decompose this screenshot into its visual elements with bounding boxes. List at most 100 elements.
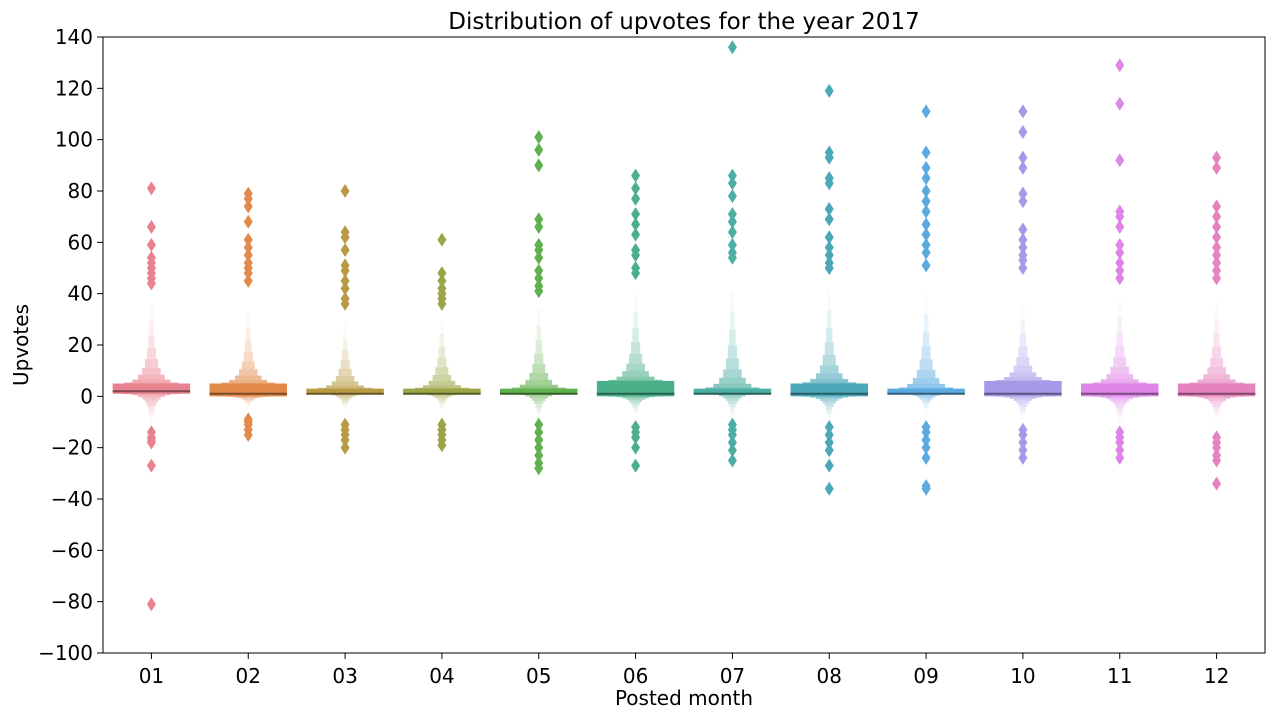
outlier-point [534, 130, 544, 145]
month-04-boxen [403, 232, 481, 453]
outlier-point [631, 227, 641, 242]
outlier-point [1115, 219, 1125, 234]
y-tick-label: 40 [68, 282, 93, 306]
x-tick-label: 08 [817, 664, 842, 688]
outlier-point [824, 427, 834, 442]
outlier-point [340, 273, 350, 288]
outlier-point [921, 145, 931, 160]
central-box [596, 380, 675, 397]
outlier-point [340, 296, 350, 311]
outlier-point [1212, 476, 1222, 491]
outlier-point [243, 232, 253, 247]
outlier-point [243, 214, 253, 229]
outlier-point [1212, 263, 1222, 278]
outlier-point [1018, 160, 1028, 175]
outlier-point [1115, 237, 1125, 252]
central-box [500, 388, 578, 394]
outlier-point [727, 176, 737, 191]
outlier-point [146, 458, 156, 473]
outlier-point [1212, 209, 1222, 224]
outlier-point [727, 40, 737, 55]
outlier-point [1018, 240, 1028, 255]
outlier-point [921, 184, 931, 198]
outlier-point [824, 248, 834, 263]
outlier-point [1018, 104, 1028, 119]
outlier-point [1212, 160, 1222, 175]
month-10-boxen [984, 104, 1062, 465]
outlier-point [437, 296, 447, 311]
central-box [887, 388, 965, 394]
outlier-point [243, 240, 253, 255]
outlier-point [1115, 443, 1125, 458]
outlier-point [824, 212, 834, 227]
outlier-point [824, 176, 834, 191]
outlier-point [1212, 440, 1222, 455]
outlier-point [631, 430, 641, 445]
outlier-point [437, 232, 447, 247]
x-axis-label: Posted month [615, 686, 753, 710]
outlier-point [534, 250, 544, 265]
outlier-point [631, 440, 641, 455]
month-07-boxen [693, 40, 772, 468]
y-tick-label: 100 [55, 128, 93, 152]
outlier-point [146, 435, 156, 450]
outlier-point [1115, 209, 1125, 224]
outlier-point [1018, 186, 1028, 201]
x-tick-label: 09 [913, 664, 938, 688]
outlier-point [824, 261, 834, 275]
outlier-point [534, 263, 544, 278]
outlier-point [534, 448, 544, 463]
outlier-point [146, 181, 156, 196]
outlier-point [1018, 435, 1028, 450]
outlier-point [921, 425, 931, 440]
central-box [693, 388, 772, 394]
outlier-point [727, 453, 737, 468]
outlier-point [1018, 450, 1028, 465]
outlier-point [340, 281, 350, 296]
outlier-point [631, 191, 641, 206]
y-tick-label: −80 [51, 590, 93, 614]
outlier-point [1115, 450, 1125, 465]
outlier-point [1212, 453, 1222, 468]
outlier-point [534, 243, 544, 258]
x-tick-label: 01 [139, 664, 164, 688]
outlier-point [243, 248, 253, 263]
outlier-point [1115, 263, 1125, 278]
outlier-point [534, 440, 544, 455]
outlier-point [534, 425, 544, 440]
y-axis: −100 −80 −60 −40 −20 0 20 40 60 80 100 120 140 [38, 25, 103, 665]
central-box [403, 388, 481, 394]
outlier-point [921, 481, 931, 496]
outlier-point [534, 461, 544, 476]
outlier-point [534, 432, 544, 447]
outlier-point [1212, 271, 1222, 286]
month-12-boxen [1177, 150, 1256, 491]
outlier-point [534, 212, 544, 227]
y-tick-label: 0 [80, 384, 93, 408]
outlier-point [727, 214, 737, 229]
outlier-point [1212, 199, 1222, 214]
y-tick-label: 140 [55, 25, 93, 49]
y-tick-label: −20 [51, 436, 93, 460]
y-tick-label: −40 [51, 487, 93, 511]
outlier-point [1018, 194, 1028, 209]
outlier-point [340, 440, 350, 455]
y-tick-label: 120 [55, 76, 93, 100]
outlier-point [824, 458, 834, 473]
outlier-point [243, 199, 253, 214]
outlier-point [534, 271, 544, 286]
y-axis-label: Upvotes [9, 304, 33, 386]
plot-area [112, 40, 1256, 612]
outlier-point [1115, 153, 1125, 168]
outlier-point [921, 237, 931, 252]
outlier-point [1212, 150, 1222, 165]
x-tick-label: 10 [1010, 664, 1035, 688]
outlier-point [146, 597, 156, 612]
outlier-point [631, 181, 641, 196]
x-tick-label: 02 [236, 664, 261, 688]
month-05-boxen [500, 130, 578, 476]
outlier-point [921, 450, 931, 465]
outlier-point [727, 225, 737, 240]
outlier-point [921, 204, 931, 219]
x-tick-label: 11 [1107, 664, 1132, 688]
